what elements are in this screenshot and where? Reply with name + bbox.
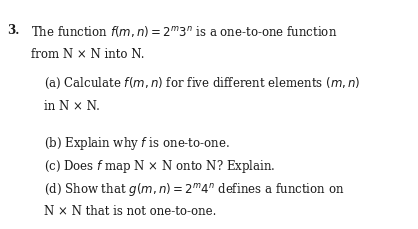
Text: (a) Calculate $f(m, n)$ for five different elements $(m, n)$: (a) Calculate $f(m, n)$ for five differe… <box>44 76 360 91</box>
Text: (b) Explain why $f$ is one-to-one.: (b) Explain why $f$ is one-to-one. <box>44 134 230 151</box>
Text: (c) Does $f$ map N × N onto N? Explain.: (c) Does $f$ map N × N onto N? Explain. <box>44 157 275 174</box>
Text: The function $f(m, n) = 2^m3^n$ is a one-to-one function: The function $f(m, n) = 2^m3^n$ is a one… <box>31 24 338 39</box>
Text: N × N that is not one-to-one.: N × N that is not one-to-one. <box>44 204 216 217</box>
Text: in N × N.: in N × N. <box>44 100 100 113</box>
Text: 3.: 3. <box>8 24 20 37</box>
Text: from N × N into N.: from N × N into N. <box>31 48 145 61</box>
Text: (d) Show that $g(m, n) = 2^m4^n$ defines a function on: (d) Show that $g(m, n) = 2^m4^n$ defines… <box>44 180 344 197</box>
